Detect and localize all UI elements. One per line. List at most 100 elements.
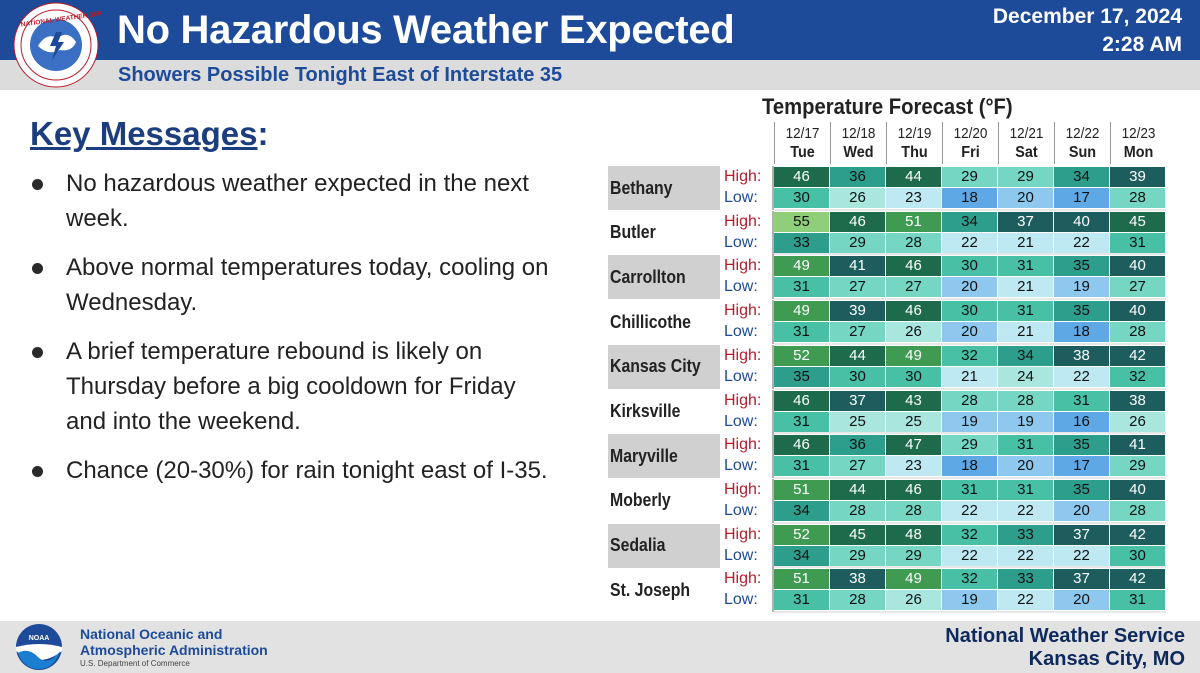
high-temp-cell: 35 <box>1054 435 1109 456</box>
low-temp-cell: 17 <box>1054 456 1109 477</box>
low-temp-cell: 35 <box>774 366 829 387</box>
low-temp-cell: 28 <box>1110 188 1165 208</box>
low-temp-cell: 31 <box>774 277 829 298</box>
high-temp-cell: 35 <box>1054 256 1109 277</box>
noaa-logo-text: NOAA <box>29 635 50 642</box>
high-temp-cell: 32 <box>942 569 997 590</box>
bullet-icon <box>32 179 43 190</box>
city-name: Chillicothe <box>610 311 691 332</box>
low-temp-cell: 33 <box>774 232 829 253</box>
day-header: 12/22 Sun <box>1054 122 1110 164</box>
high-temp-cell: 47 <box>886 435 941 456</box>
high-temp-cell: 36 <box>830 167 885 187</box>
low-temp-cell: 25 <box>830 411 885 432</box>
high-label: High: <box>724 570 762 588</box>
low-temp-cell: 27 <box>1110 277 1165 298</box>
high-label: High: <box>724 302 762 320</box>
high-temp-cell: 40 <box>1054 211 1109 232</box>
low-temp-cell: 21 <box>998 232 1053 253</box>
high-temp-cell: 31 <box>998 435 1053 456</box>
low-temp-cell: 20 <box>1054 500 1109 521</box>
label-divider <box>772 434 774 479</box>
label-divider <box>772 389 774 434</box>
label-divider <box>772 255 774 300</box>
high-temp-cell: 48 <box>886 524 941 545</box>
low-temp-cell: 23 <box>886 456 941 477</box>
noaa-name-line1: National Oceanic and <box>80 626 223 642</box>
high-temp-cell: 49 <box>886 345 941 366</box>
key-message-item: Above normal temperatures today, cooling… <box>30 250 550 320</box>
high-temp-cell: 43 <box>886 390 941 411</box>
day-header-date: 12/19 <box>897 125 932 142</box>
low-temp-cell: 22 <box>942 545 997 566</box>
day-header-date: 12/21 <box>1009 125 1044 142</box>
high-temp-cell: 40 <box>1110 256 1165 277</box>
city-name-cell: Butler <box>608 210 720 255</box>
low-temp-cell: 26 <box>886 322 941 343</box>
high-temp-cell: 32 <box>942 345 997 366</box>
high-temp-cell: 42 <box>1110 345 1165 366</box>
high-temp-cell: 52 <box>774 345 829 366</box>
key-messages-list: No hazardous weather expected in the nex… <box>30 166 550 502</box>
city-name: St. Joseph <box>610 579 691 600</box>
low-temp-cell: 18 <box>942 188 997 208</box>
city-name-cell: Maryville <box>608 434 720 479</box>
high-temp-cell: 36 <box>830 435 885 456</box>
high-temp-cell: 34 <box>998 345 1053 366</box>
high-label: High: <box>724 480 762 498</box>
city-name-cell: Bethany <box>608 166 720 210</box>
low-temp-cell: 22 <box>998 590 1053 611</box>
day-header-date: 12/23 <box>1121 125 1156 142</box>
high-temp-cell: 33 <box>998 569 1053 590</box>
low-temp-cell: 29 <box>886 545 941 566</box>
bullet-icon <box>32 466 43 477</box>
low-temp-cell: 20 <box>942 277 997 298</box>
high-temp-cell: 40 <box>1110 301 1165 322</box>
day-header-date: 12/22 <box>1065 125 1100 142</box>
day-header-date: 12/17 <box>785 125 820 142</box>
city-name: Kansas City <box>610 356 701 377</box>
high-temp-cell: 51 <box>774 569 829 590</box>
row-separator <box>774 611 1166 613</box>
high-temp-cell: 37 <box>1054 569 1109 590</box>
high-temp-cell: 31 <box>998 256 1053 277</box>
low-temp-cell: 22 <box>942 500 997 521</box>
bullet-icon <box>32 347 43 358</box>
low-label: Low: <box>724 457 758 475</box>
high-temp-cell: 34 <box>942 211 997 232</box>
low-temp-cell: 21 <box>942 366 997 387</box>
high-temp-cell: 40 <box>1110 479 1165 500</box>
low-temp-cell: 23 <box>886 188 941 208</box>
low-temp-cell: 21 <box>998 322 1053 343</box>
label-divider <box>772 210 774 255</box>
low-temp-cell: 29 <box>830 545 885 566</box>
low-temp-cell: 20 <box>998 456 1053 477</box>
high-temp-cell: 52 <box>774 524 829 545</box>
high-label: High: <box>724 391 762 409</box>
high-temp-cell: 31 <box>942 479 997 500</box>
city-name: Bethany <box>610 177 673 198</box>
row-separator <box>774 566 1166 569</box>
high-temp-cell: 30 <box>942 256 997 277</box>
low-temp-cell: 28 <box>830 590 885 611</box>
low-label: Low: <box>724 233 758 251</box>
low-temp-cell: 20 <box>998 188 1053 208</box>
high-temp-cell: 49 <box>774 301 829 322</box>
low-temp-cell: 32 <box>1110 366 1165 387</box>
low-temp-cell: 29 <box>830 232 885 253</box>
row-separator <box>774 208 1166 211</box>
city-name: Kirksville <box>610 401 681 421</box>
city-name-cell: Sedalia <box>608 523 720 568</box>
office-city: Kansas City, MO <box>1028 648 1185 670</box>
day-header: 12/19 Thu <box>886 122 942 164</box>
low-temp-cell: 19 <box>942 411 997 432</box>
high-temp-cell: 46 <box>886 301 941 322</box>
low-temp-cell: 31 <box>1110 590 1165 611</box>
label-divider <box>772 166 774 210</box>
day-header-name: Wed <box>843 144 874 161</box>
low-temp-cell: 26 <box>1110 411 1165 432</box>
city-name-cell: Kirksville <box>608 389 720 434</box>
high-temp-cell: 34 <box>1054 167 1109 187</box>
high-temp-cell: 28 <box>998 390 1053 411</box>
high-temp-cell: 39 <box>830 301 885 322</box>
